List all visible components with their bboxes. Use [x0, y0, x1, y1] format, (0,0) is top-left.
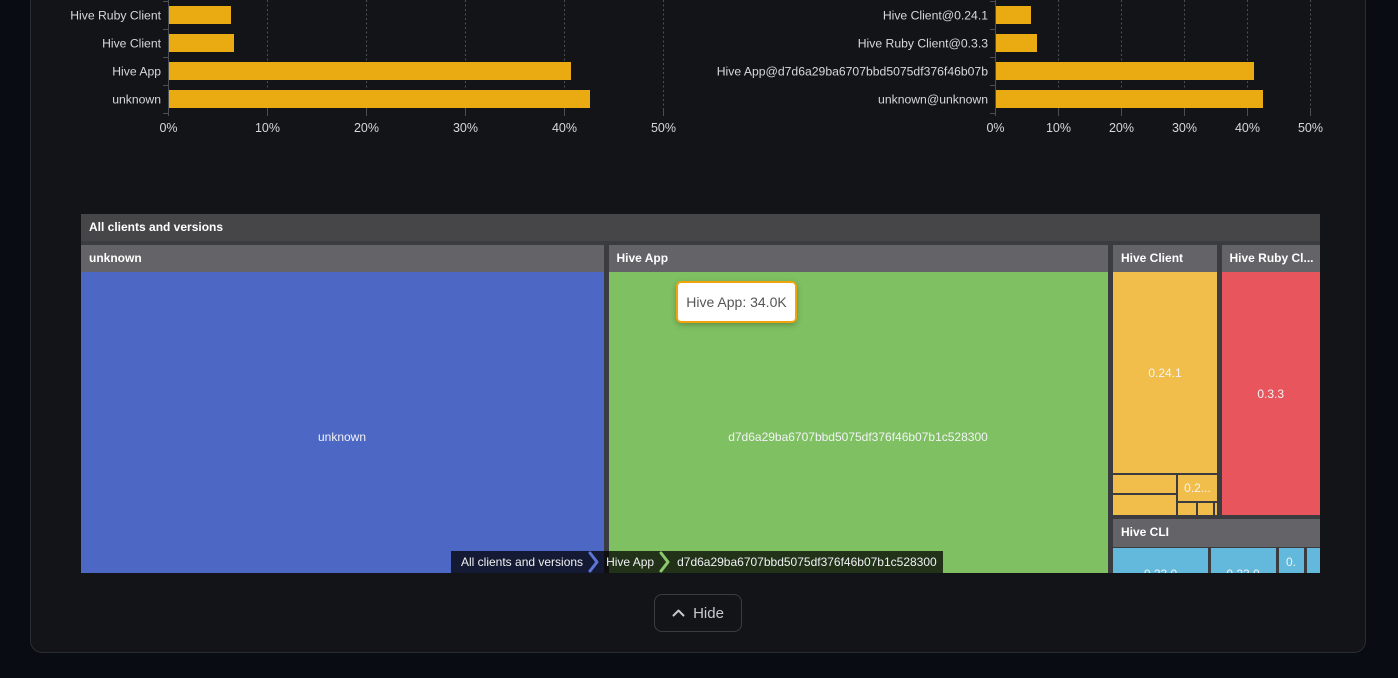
svg-text:unknown@unknown: unknown@unknown — [878, 93, 988, 107]
svg-text:30%: 30% — [1172, 121, 1197, 135]
svg-text:Hive Ruby Client@0.3.3: Hive Ruby Client@0.3.3 — [858, 37, 988, 51]
svg-text:30%: 30% — [453, 121, 478, 135]
svg-text:20%: 20% — [354, 121, 379, 135]
svg-text:Hive App: Hive App — [112, 65, 161, 79]
svg-text:50%: 50% — [651, 121, 676, 135]
svg-text:10%: 10% — [255, 121, 280, 135]
svg-text:40%: 40% — [552, 121, 577, 135]
svg-text:Hive Ruby Client: Hive Ruby Client — [70, 9, 161, 23]
svg-text:20%: 20% — [1109, 121, 1134, 135]
svg-text:unknown: unknown — [112, 93, 161, 107]
svg-text:Hive App@d7d6a29ba6707bbd5075d: Hive App@d7d6a29ba6707bbd5075df376f46b07… — [717, 65, 988, 79]
svg-text:Hive Client@0.24.1: Hive Client@0.24.1 — [883, 9, 988, 23]
svg-text:0%: 0% — [986, 121, 1004, 135]
svg-text:Hive Client: Hive Client — [102, 37, 162, 51]
svg-text:10%: 10% — [1046, 121, 1071, 135]
svg-text:40%: 40% — [1235, 121, 1260, 135]
svg-text:0%: 0% — [159, 121, 177, 135]
svg-text:50%: 50% — [1298, 121, 1323, 135]
